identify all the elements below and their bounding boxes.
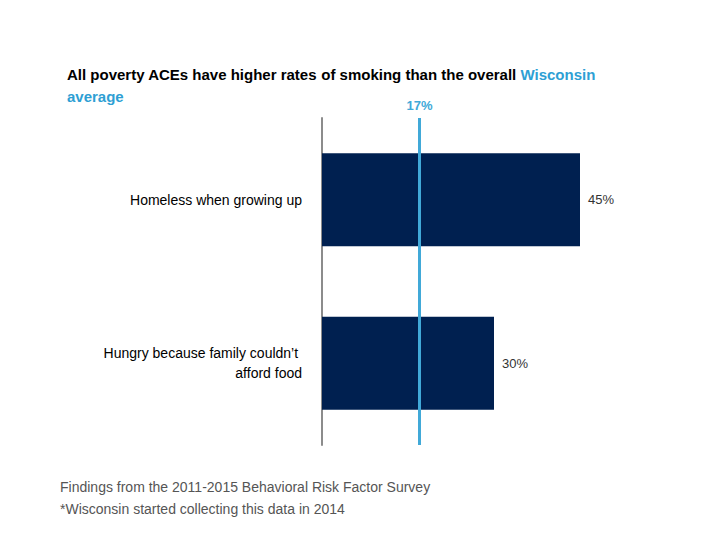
- svg-text:afford food: afford food: [235, 365, 302, 381]
- svg-text:45%: 45%: [588, 192, 614, 207]
- svg-text:30%: 30%: [502, 356, 528, 371]
- svg-text:17%: 17%: [406, 98, 432, 113]
- svg-text:of smoking than the overall: of smoking than the overall: [317, 66, 516, 83]
- svg-text:Wisconsin: Wisconsin: [516, 66, 595, 83]
- svg-text:average: average: [67, 88, 124, 105]
- svg-text:*Wisconsin started collecting: *Wisconsin started collecting this data …: [60, 501, 345, 517]
- svg-text:Hungry because family couldn’t: Hungry because family couldn’t: [104, 345, 302, 361]
- svg-text:Findings from the 2011-2015 Be: Findings from the 2011-2015 Behavioral R…: [60, 479, 430, 495]
- svg-text:All poverty ACEs have higher r: All poverty ACEs have higher rates: [67, 66, 317, 83]
- svg-text:Homeless when growing up: Homeless when growing up: [130, 192, 302, 208]
